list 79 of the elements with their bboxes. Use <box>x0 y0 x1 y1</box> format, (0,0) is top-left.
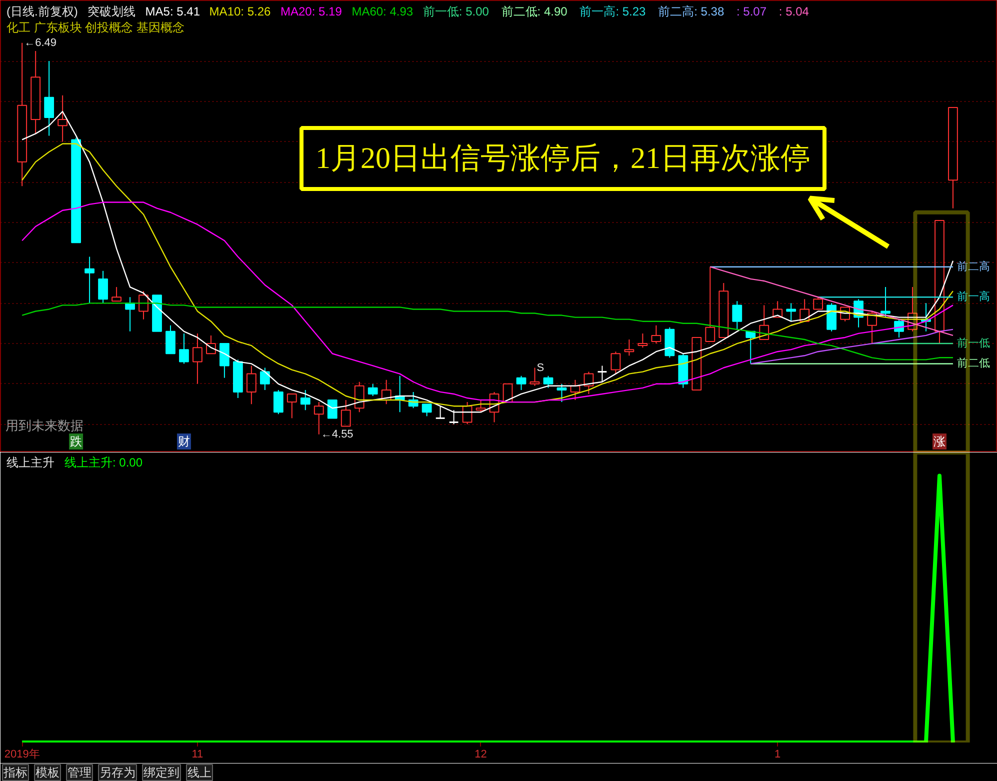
text: S <box>536 362 544 374</box>
chart-subtitle: 突破划线 <box>87 4 136 18</box>
text: 另存为 <box>100 766 136 780</box>
annotation: 化工 广东板块 创投概念 基因概念 <box>6 20 185 34</box>
candlestick <box>638 332 648 348</box>
candlestick <box>30 50 41 134</box>
candlestick <box>908 286 918 332</box>
text: 绑定到 <box>144 766 180 780</box>
x-tick-label: 跌 <box>70 434 82 448</box>
candlestick <box>260 367 270 390</box>
candlestick <box>206 334 216 354</box>
candlestick <box>772 300 783 318</box>
data-label: 前二低 <box>956 358 990 370</box>
candlestick <box>98 270 108 304</box>
data-label: 前一低 <box>956 338 990 350</box>
candlestick <box>58 94 68 142</box>
candlestick <box>192 332 202 384</box>
text: : 5.07 <box>736 4 767 18</box>
candlestick <box>556 383 567 403</box>
candlestick <box>340 400 351 427</box>
x-tick-label: 涨 <box>933 434 946 448</box>
x-tick-label: 2019年 <box>4 748 40 760</box>
candlestick <box>732 300 742 330</box>
x-tick-label: 12 <box>474 748 487 760</box>
candlestick <box>624 339 634 356</box>
candlestick <box>17 42 28 187</box>
candlestick <box>570 379 580 401</box>
text: 线上主升: 0.00 <box>64 456 143 470</box>
text: : 5.04 <box>778 4 810 18</box>
x-tick-label: 11 <box>192 748 204 760</box>
text: 前一低: 5.00 <box>422 4 490 18</box>
candlestick <box>381 379 392 405</box>
candlestick <box>880 286 890 318</box>
x-tick-label: 财 <box>178 434 190 448</box>
text: MA60: 4.93 <box>352 4 414 18</box>
candlestick <box>948 106 958 209</box>
candlestick <box>112 286 122 302</box>
data-label: 前二高 <box>956 260 990 273</box>
candlestick <box>489 391 500 423</box>
text: 前二高: 5.38 <box>658 4 724 18</box>
candlestick <box>759 304 770 340</box>
candlestick <box>800 298 810 322</box>
text: MA10: 5.26 <box>209 4 271 18</box>
text: 前一高: 5.23 <box>580 4 646 18</box>
text: 指标 <box>2 766 28 780</box>
candlestick <box>300 389 310 411</box>
candlestick <box>934 220 944 344</box>
candlestick <box>246 365 256 405</box>
text: ←6.49 <box>24 36 57 49</box>
data-label: 前一高 <box>956 290 990 304</box>
candlestick <box>138 290 148 320</box>
text: 管理 <box>68 766 92 780</box>
text: 前二低: 4.90 <box>501 4 568 18</box>
candlestick <box>705 266 716 342</box>
candlestick <box>84 256 94 304</box>
candlestick <box>786 302 796 322</box>
candlestick <box>584 371 594 394</box>
text: ←4.55 <box>320 428 354 440</box>
candlestick <box>314 402 324 435</box>
chart-title: 线上主升 <box>6 456 54 470</box>
x-tick-label: 1 <box>774 748 781 760</box>
candlestick <box>179 332 189 364</box>
text: MA20: 5.19 <box>280 4 342 18</box>
text: MA5: 5.41 <box>145 4 200 18</box>
candlestick <box>718 282 729 338</box>
chart-title: (日线.前复权) <box>6 4 78 18</box>
candlestick <box>44 60 54 136</box>
candlestick <box>651 324 662 344</box>
text: 模板 <box>36 766 60 780</box>
candlestick <box>476 400 486 413</box>
candlestick <box>286 393 297 419</box>
candlestick <box>462 402 472 425</box>
annotation: 用到未来数据 <box>6 418 84 433</box>
annotation: 1月20日出信号涨停后，21日再次涨停 <box>316 142 810 175</box>
candlestick <box>867 310 877 344</box>
text: 线上 <box>188 766 212 780</box>
candlestick <box>220 343 230 378</box>
candlestick <box>166 324 176 354</box>
candlestick <box>597 365 608 382</box>
